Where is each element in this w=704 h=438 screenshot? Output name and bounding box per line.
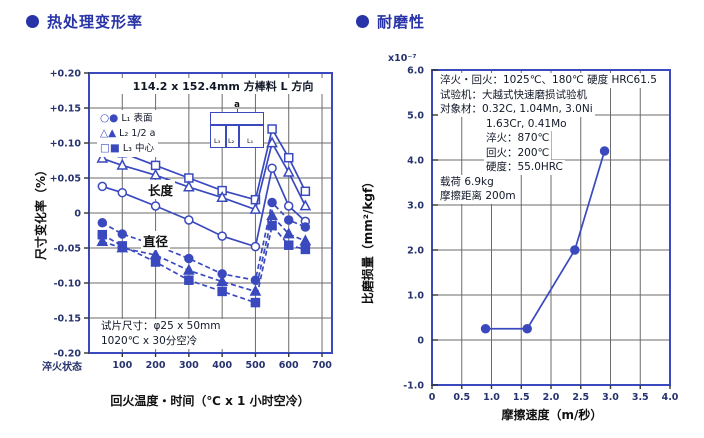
- left-x-axis-title: 回火温度・时间（℃ x 1 小时空冷）: [110, 394, 310, 408]
- inset-divider: [225, 125, 227, 147]
- bullet-icon: [356, 15, 369, 28]
- svg-text:5.0: 5.0: [407, 111, 424, 122]
- svg-text:+0.10: +0.10: [50, 139, 82, 150]
- svg-text:-0.05: -0.05: [54, 244, 81, 255]
- svg-text:1.0: 1.0: [483, 392, 500, 403]
- inset-cell-L2: L₂: [228, 137, 235, 145]
- inset-divider: [238, 125, 240, 147]
- length-group-label: 长度: [146, 180, 176, 199]
- svg-text:-0.15: -0.15: [54, 314, 81, 325]
- svg-text:2.5: 2.5: [572, 392, 589, 403]
- bullet-icon: [26, 15, 39, 28]
- specimen-note-line2: 1020℃ x 30分空冷: [101, 335, 198, 347]
- svg-text:-0.20: -0.20: [54, 349, 82, 360]
- legend-marker-icon: ○●: [100, 112, 119, 124]
- left-section-title: 热处理变形率: [26, 11, 143, 32]
- svg-text:100: 100: [112, 360, 132, 371]
- svg-text:400: 400: [212, 360, 232, 371]
- svg-text:2.0: 2.0: [543, 392, 560, 403]
- diameter-group-label: 直径: [141, 231, 171, 250]
- left-y-axis-title: 尺寸变化率（%）: [34, 163, 48, 261]
- svg-text:3.5: 3.5: [632, 392, 649, 403]
- test-condition-line: 载荷 6.9kg: [438, 174, 496, 189]
- legend-marker-icon: △▲: [100, 127, 117, 139]
- svg-text:0: 0: [74, 209, 81, 220]
- inset-cell-L3: L₃: [214, 137, 221, 145]
- right-section-title-text: 耐磨性: [377, 13, 426, 31]
- svg-text:+0.05: +0.05: [50, 174, 81, 185]
- legend-label: L₂ 1/2 a: [119, 128, 156, 139]
- svg-text:3.0: 3.0: [407, 201, 424, 212]
- inset-divider: [211, 124, 263, 126]
- test-conditions-annotation: 淬火・回火：1025℃、180℃ 硬度 HRC61.5 试验机：大越式快速磨损试验…: [438, 73, 659, 204]
- specimen-note-line1: 试片尺寸：φ25 x 50mm: [101, 320, 221, 332]
- svg-text:-0.10: -0.10: [54, 279, 82, 290]
- svg-text:0: 0: [417, 336, 424, 347]
- right-section-title: 耐磨性: [356, 11, 425, 32]
- specimen-annotation: 114.2 x 152.4mm 方棒料 L 方向: [116, 78, 330, 94]
- legend: ○● L₁ 表面 △▲ L₂ 1/2 a □■ L₃ 中心: [97, 110, 159, 157]
- svg-text:4.0: 4.0: [662, 392, 679, 403]
- right-y-axis-title: 比磨损量（mm²/kgf）: [361, 175, 375, 305]
- test-condition-line: 淬火：870℃: [484, 131, 552, 146]
- x-axis-prefix-label: 淬火状态: [42, 362, 82, 373]
- svg-text:700: 700: [312, 360, 332, 371]
- svg-text:-1.0: -1.0: [403, 381, 424, 392]
- svg-text:+0.15: +0.15: [50, 104, 81, 115]
- svg-text:6.0: 6.0: [407, 66, 424, 77]
- legend-item: □■ L₃ 中心: [100, 141, 155, 156]
- svg-text:500: 500: [246, 360, 266, 371]
- svg-text:3.0: 3.0: [602, 392, 619, 403]
- test-condition-line: 摩擦距离 200m: [438, 189, 518, 204]
- inset-cell-L1: L₁: [247, 137, 254, 145]
- legend-item: △▲ L₂ 1/2 a: [100, 126, 155, 141]
- svg-text:4.0: 4.0: [407, 156, 424, 167]
- svg-text:+0.20: +0.20: [50, 69, 82, 80]
- test-condition-line: 淬火・回火：1025℃、180℃ 硬度 HRC61.5: [438, 73, 659, 88]
- test-condition-line: 对象材：0.32C, 1.04Mn, 3.0Ni: [438, 102, 595, 117]
- svg-text:2.0: 2.0: [407, 246, 424, 257]
- test-condition-line: 试验机：大越式快速磨损试验机: [438, 87, 589, 102]
- svg-text:1.5: 1.5: [513, 392, 530, 403]
- svg-text:600: 600: [279, 360, 299, 371]
- specimen-note: 试片尺寸：φ25 x 50mm 1020℃ x 30分空冷: [99, 319, 223, 349]
- svg-text:300: 300: [179, 360, 199, 371]
- legend-label: L₁ 表面: [121, 113, 153, 124]
- legend-label: L₃ 中心: [122, 143, 154, 154]
- test-condition-line: 回火：200℃: [484, 145, 552, 160]
- legend-marker-icon: □■: [100, 142, 120, 154]
- y-axis-exponent-label: x10⁻⁷: [388, 53, 417, 64]
- svg-text:1.0: 1.0: [407, 291, 424, 302]
- svg-text:0: 0: [429, 392, 436, 403]
- legend-item: ○● L₁ 表面: [100, 111, 155, 126]
- svg-text:0.5: 0.5: [453, 392, 470, 403]
- test-condition-line: 硬度：55.0HRC: [484, 160, 565, 175]
- heat-treatment-deformation-chart: +0.20 +0.15 +0.10 +0.05 0 -0.05 -0.10 -0.15 -0.2…: [50, 69, 333, 371]
- right-x-axis-title: 摩擦速度（m/秒）: [501, 408, 603, 422]
- test-condition-line: 1.63Cr, 0.41Mo: [484, 116, 569, 131]
- inset-dimension-label: a: [234, 100, 240, 110]
- inset-dimension-tick: [237, 109, 238, 113]
- specimen-cross-section-diagram: a L₃ L₂ L₁: [210, 100, 264, 148]
- svg-text:200: 200: [146, 360, 166, 371]
- left-section-title-text: 热处理变形率: [47, 13, 144, 31]
